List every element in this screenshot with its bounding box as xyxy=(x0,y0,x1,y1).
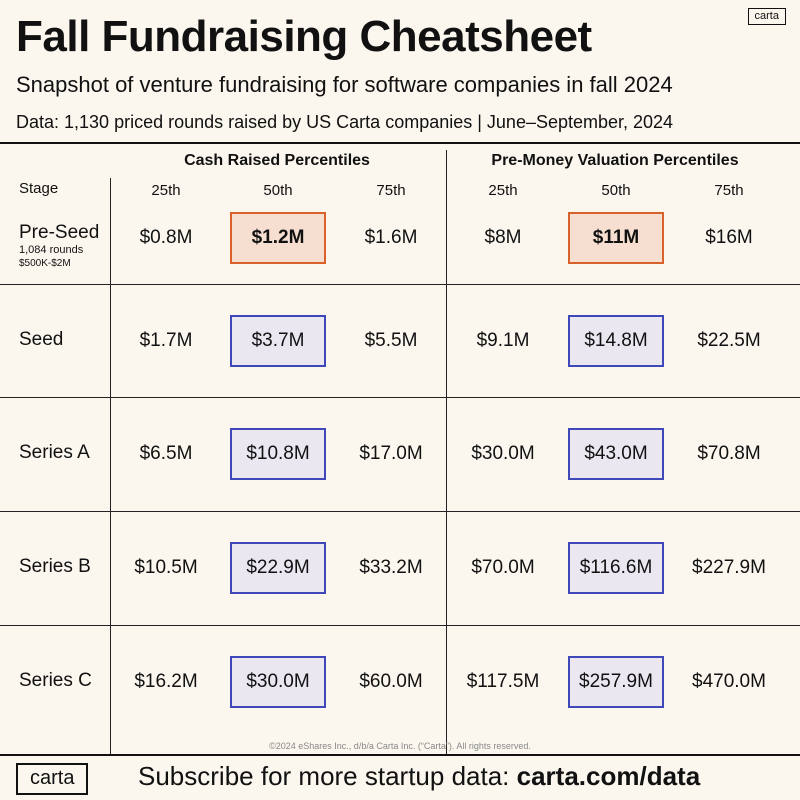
valuation-value: $9.1M xyxy=(476,330,530,351)
cash-raised-value: $6.5M xyxy=(139,443,193,464)
median-highlight-box xyxy=(568,315,664,367)
percentile-header: 75th xyxy=(714,182,744,199)
cash-raised-value: $60.0M xyxy=(359,671,423,692)
data-note: Data: 1,130 priced rounds raised by US C… xyxy=(16,112,674,132)
stage-name: Series B xyxy=(19,556,91,577)
stage-cell: Series B xyxy=(19,556,91,578)
row-divider xyxy=(0,284,800,285)
stage-cell: Seed xyxy=(19,329,63,351)
valuation-value: $11M xyxy=(592,227,640,248)
median-highlight-box xyxy=(568,212,664,264)
cash-raised-value: $1.2M xyxy=(251,227,305,248)
valuation-value: $22.5M xyxy=(697,330,761,351)
header-divider xyxy=(0,142,800,144)
row-divider xyxy=(0,397,800,398)
percentile-header: 25th xyxy=(488,182,518,199)
valuation-value: $470.0M xyxy=(692,671,766,692)
carta-logo-top: carta xyxy=(747,8,786,25)
valuation-value: $70.0M xyxy=(471,557,535,578)
cash-raised-value: $33.2M xyxy=(359,557,423,578)
carta-logo-footer: carta xyxy=(16,763,89,795)
stage-cell: Pre-Seed 1,084 rounds $500K-$2M xyxy=(19,222,99,269)
group-header-cash: Cash Raised Percentiles xyxy=(184,152,370,169)
median-highlight-box xyxy=(230,315,326,367)
stage-column-header: Stage xyxy=(19,180,59,197)
median-highlight-box xyxy=(230,212,326,264)
stage-name: Series C xyxy=(19,670,92,691)
subscribe-link[interactable]: carta.com/data xyxy=(516,761,701,791)
stage-name: Seed xyxy=(19,329,64,350)
percentile-header: 50th xyxy=(263,182,293,199)
group-divider xyxy=(446,150,447,755)
cash-raised-value: $1.7M xyxy=(139,330,193,351)
cash-raised-value: $1.6M xyxy=(364,227,418,248)
valuation-value: $16M xyxy=(705,227,753,248)
stage-name: Pre-Seed xyxy=(19,222,100,243)
valuation-value: $8M xyxy=(484,227,522,248)
median-highlight-box xyxy=(568,656,664,708)
median-highlight-box xyxy=(230,542,326,594)
row-divider xyxy=(0,511,800,512)
percentile-header: 25th xyxy=(151,182,181,199)
cash-raised-value: $10.5M xyxy=(134,557,198,578)
group-header-valuation: Pre-Money Valuation Percentiles xyxy=(491,152,739,169)
valuation-value: $227.9M xyxy=(692,557,766,578)
cash-raised-value: $17.0M xyxy=(359,443,423,464)
cash-raised-value: $3.7M xyxy=(251,330,305,351)
footer-divider xyxy=(0,754,800,756)
cash-raised-value: $0.8M xyxy=(139,227,193,248)
median-highlight-box xyxy=(230,656,326,708)
stage-column-divider xyxy=(110,178,111,755)
median-highlight-box xyxy=(568,542,664,594)
cash-raised-value: $5.5M xyxy=(364,330,418,351)
median-highlight-box xyxy=(568,428,664,480)
stage-cell: Series C xyxy=(19,670,92,692)
stage-range: $500K-$2M xyxy=(19,258,71,269)
percentile-header: 50th xyxy=(601,182,631,199)
valuation-value: $30.0M xyxy=(471,443,535,464)
valuation-value: $70.8M xyxy=(697,443,761,464)
cash-raised-value: $10.8M xyxy=(246,443,310,464)
percentile-header: 75th xyxy=(376,182,406,199)
page-subtitle: Snapshot of venture fundraising for soft… xyxy=(16,72,673,97)
cash-raised-value: $22.9M xyxy=(246,557,310,578)
row-divider xyxy=(0,625,800,626)
valuation-value: $14.8M xyxy=(584,330,648,351)
stage-round-count: 1,084 rounds xyxy=(19,244,84,256)
median-highlight-box xyxy=(230,428,326,480)
stage-cell: Series A xyxy=(19,442,90,464)
page-title: Fall Fundraising Cheatsheet xyxy=(16,12,592,61)
valuation-value: $116.6M xyxy=(579,557,653,578)
copyright-notice: ©2024 eShares Inc., d/b/a Carta Inc. (“C… xyxy=(269,741,531,751)
valuation-value: $43.0M xyxy=(584,443,648,464)
valuation-value: $257.9M xyxy=(579,671,653,692)
stage-name: Series A xyxy=(19,442,90,463)
cash-raised-value: $30.0M xyxy=(246,671,310,692)
cash-raised-value: $16.2M xyxy=(134,671,198,692)
subscribe-text: Subscribe for more startup data: xyxy=(138,761,517,791)
subscribe-cta: Subscribe for more startup data: carta.c… xyxy=(138,761,700,792)
valuation-value: $117.5M xyxy=(466,671,540,692)
